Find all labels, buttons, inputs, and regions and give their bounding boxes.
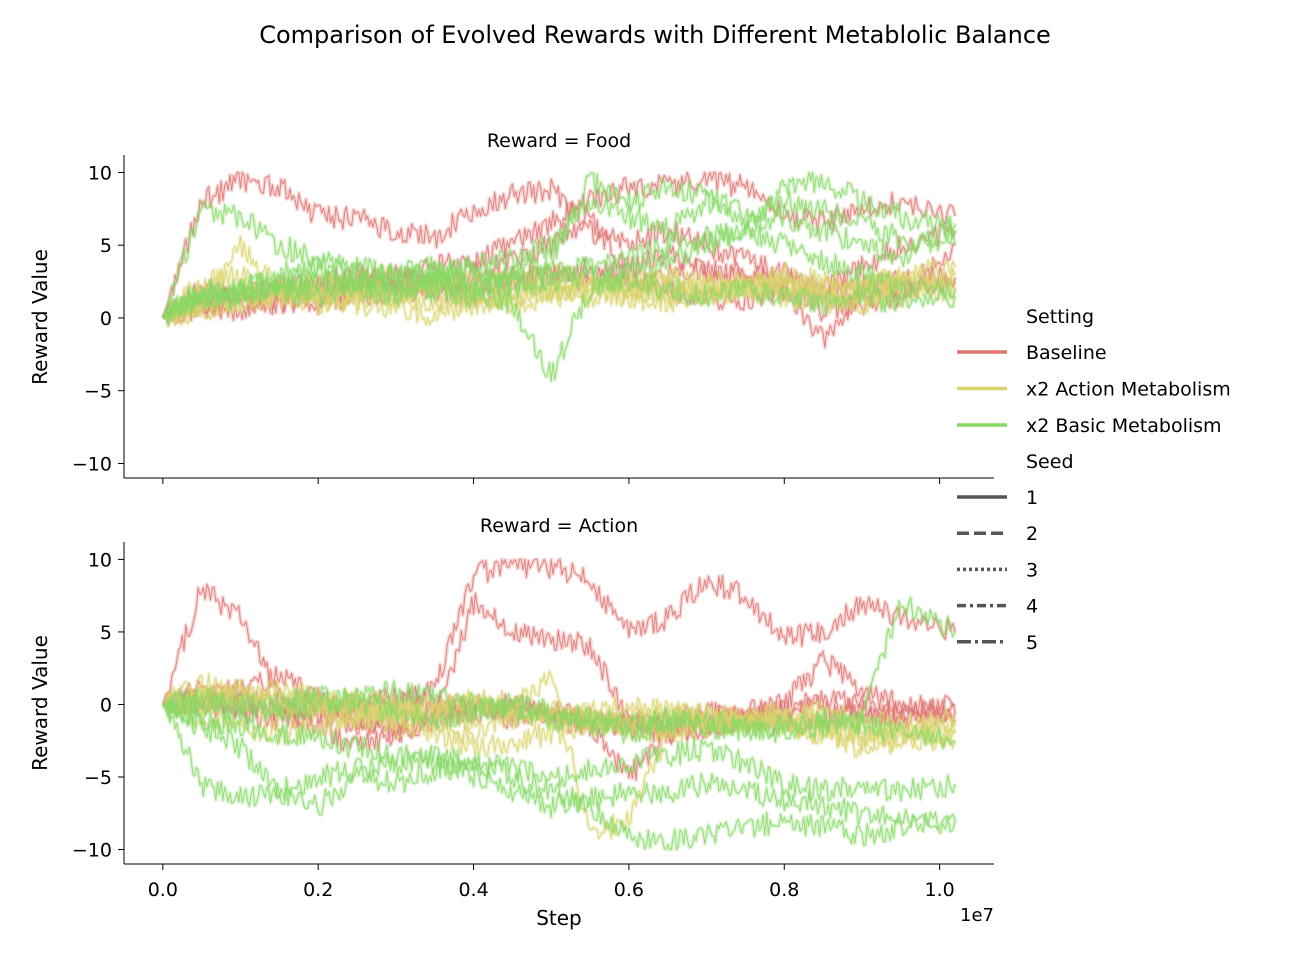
x-axis-label: Step (536, 906, 582, 930)
legend-settings: Baseline x2 Action Metabolism x2 Basic Met… (957, 342, 1231, 437)
series-line-x2-basic-metabolism-seed-2 (162, 699, 956, 850)
legend-seeds: 1 2 3 4 5 (957, 487, 1038, 654)
series-line-x2-basic-metabolism-seed-1 (162, 704, 956, 807)
y-tick-label: 5 (100, 235, 112, 257)
series-line-x2-basic-metabolism-seed-3 (162, 700, 956, 833)
series-line-x2-basic-metabolism-seed-1 (162, 190, 956, 319)
legend-setting-title: Setting (1026, 306, 1094, 328)
legend-seed-label: 5 (1026, 632, 1038, 654)
x-tick-label: 1.0 (925, 879, 955, 901)
x-axis-offset-label: 1e7 (960, 905, 994, 926)
y-tick-label: 0 (100, 308, 112, 330)
figure-title: Comparison of Evolved Rewards with Diffe… (259, 21, 1051, 49)
legend-setting-label: Baseline (1026, 342, 1107, 364)
series-line-x2-basic-metabolism-seed-4 (162, 596, 956, 744)
x-tick-label: 0.6 (614, 879, 644, 901)
legend-setting-label: x2 Action Metabolism (1026, 379, 1231, 401)
y-tick-label: −10 (72, 839, 112, 861)
panel-food-title: Reward = Food (487, 130, 631, 152)
panel-action-series (160, 557, 958, 852)
panel-food-y-label: Reward Value (28, 249, 52, 385)
y-tick-label: −5 (84, 767, 112, 789)
y-tick-label: 0 (100, 694, 112, 716)
legend-seed-label: 2 (1026, 523, 1038, 545)
y-tick-label: −5 (84, 381, 112, 403)
panel-food: Reward = Food 10 5 0 −5 −10 Reward Value (28, 130, 994, 484)
x-tick-label: 0.4 (458, 879, 488, 901)
x-tick-label: 0.2 (303, 879, 333, 901)
series-line-x2-basic-metabolism-seed-4 (162, 172, 956, 320)
x-tick-label: 0.0 (148, 879, 178, 901)
series-line-baseline-seed-5 (162, 679, 956, 743)
x-tick-label: 0.8 (769, 879, 799, 901)
legend-seed-title: Seed (1026, 451, 1074, 473)
panel-action-title: Reward = Action (480, 515, 638, 537)
panel-food-series (160, 170, 958, 384)
series-line-x2-action-metabolism-seed-5 (162, 679, 956, 742)
y-tick-label: 10 (88, 162, 112, 184)
legend-seed-label: 3 (1026, 559, 1038, 581)
legend-seed-label: 1 (1026, 487, 1038, 509)
panel-action-x-ticks: 0.0 0.2 0.4 0.6 0.8 1.0 (148, 864, 955, 901)
panel-food-x-ticks (162, 478, 941, 484)
y-tick-label: 5 (100, 622, 112, 644)
panel-food-y-ticks: 10 5 0 −5 −10 (72, 162, 124, 475)
panel-action-y-label: Reward Value (28, 635, 52, 771)
series-line-x2-basic-metabolism-seed-5 (162, 685, 956, 749)
legend: Setting Baseline x2 Action Metabolism x2 B… (957, 306, 1231, 654)
y-tick-label: 10 (88, 549, 112, 571)
legend-seed-label: 4 (1026, 596, 1038, 618)
y-tick-label: −10 (72, 453, 112, 475)
series-line-x2-basic-metabolism-seed-5 (162, 257, 956, 324)
series-line-baseline-seed-2 (162, 592, 956, 743)
legend-setting-label: x2 Basic Metabolism (1026, 415, 1222, 437)
panel-action-y-ticks: 10 5 0 −5 −10 (72, 549, 124, 861)
